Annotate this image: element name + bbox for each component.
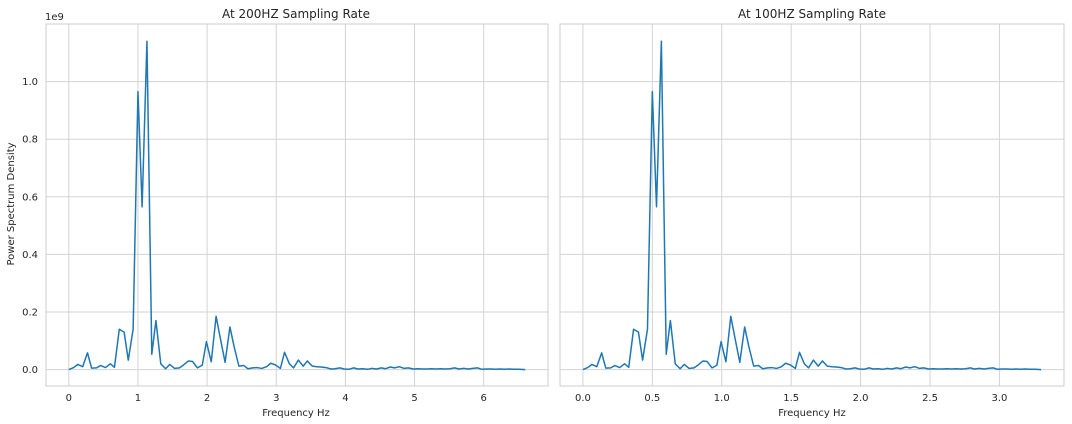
right-psd-series-line <box>582 40 1042 371</box>
right-x-tick-label: 2.5 <box>922 393 938 404</box>
right-x-tick-label: 1.5 <box>783 393 799 404</box>
right-x-tick-label: 0.0 <box>575 393 591 404</box>
left-y-offset-label: 1e9 <box>45 12 64 23</box>
right-x-tick-label: 1.0 <box>714 393 730 404</box>
left-x-axis-label: Frequency Hz <box>262 408 330 419</box>
right-chart-title: At 100HZ Sampling Rate <box>738 7 886 21</box>
right-x-tick-label: 0.5 <box>644 393 660 404</box>
left-y-tick-label: 0.6 <box>22 192 38 203</box>
left-x-tick-label: 3 <box>273 393 279 404</box>
right-plot-frame <box>559 23 1065 387</box>
left-x-tick-label: 1 <box>135 393 141 404</box>
right-x-axis-label: Frequency Hz <box>778 408 846 419</box>
right-x-tick-label: 3.0 <box>991 393 1007 404</box>
left-y-tick-label: 0.0 <box>22 365 38 376</box>
right-x-tick-label: 2.0 <box>853 393 869 404</box>
left-chart-title: At 200HZ Sampling Rate <box>222 7 370 21</box>
left-x-tick-label: 0 <box>66 393 72 404</box>
left-y-tick-label: 0.8 <box>22 135 38 146</box>
left-plot-frame <box>45 23 549 387</box>
left-x-tick-label: 5 <box>411 393 417 404</box>
left-x-tick-label: 2 <box>204 393 210 404</box>
left-x-tick-label: 6 <box>481 393 487 404</box>
left-x-tick-label: 4 <box>342 393 348 404</box>
left-y-tick-label: 1.0 <box>22 77 38 88</box>
left-y-axis-label: Power Spectrum Density <box>6 142 17 265</box>
left-chart-panel: At 200HZ Sampling Rate 1e9 Frequency Hz … <box>6 7 549 419</box>
left-y-tick-label: 0.2 <box>22 307 38 318</box>
right-chart-panel: At 100HZ Sampling Rate Frequency Hz 0.0 0… <box>559 7 1065 419</box>
left-psd-series-line <box>68 40 526 371</box>
left-y-tick-label: 0.4 <box>22 250 38 261</box>
